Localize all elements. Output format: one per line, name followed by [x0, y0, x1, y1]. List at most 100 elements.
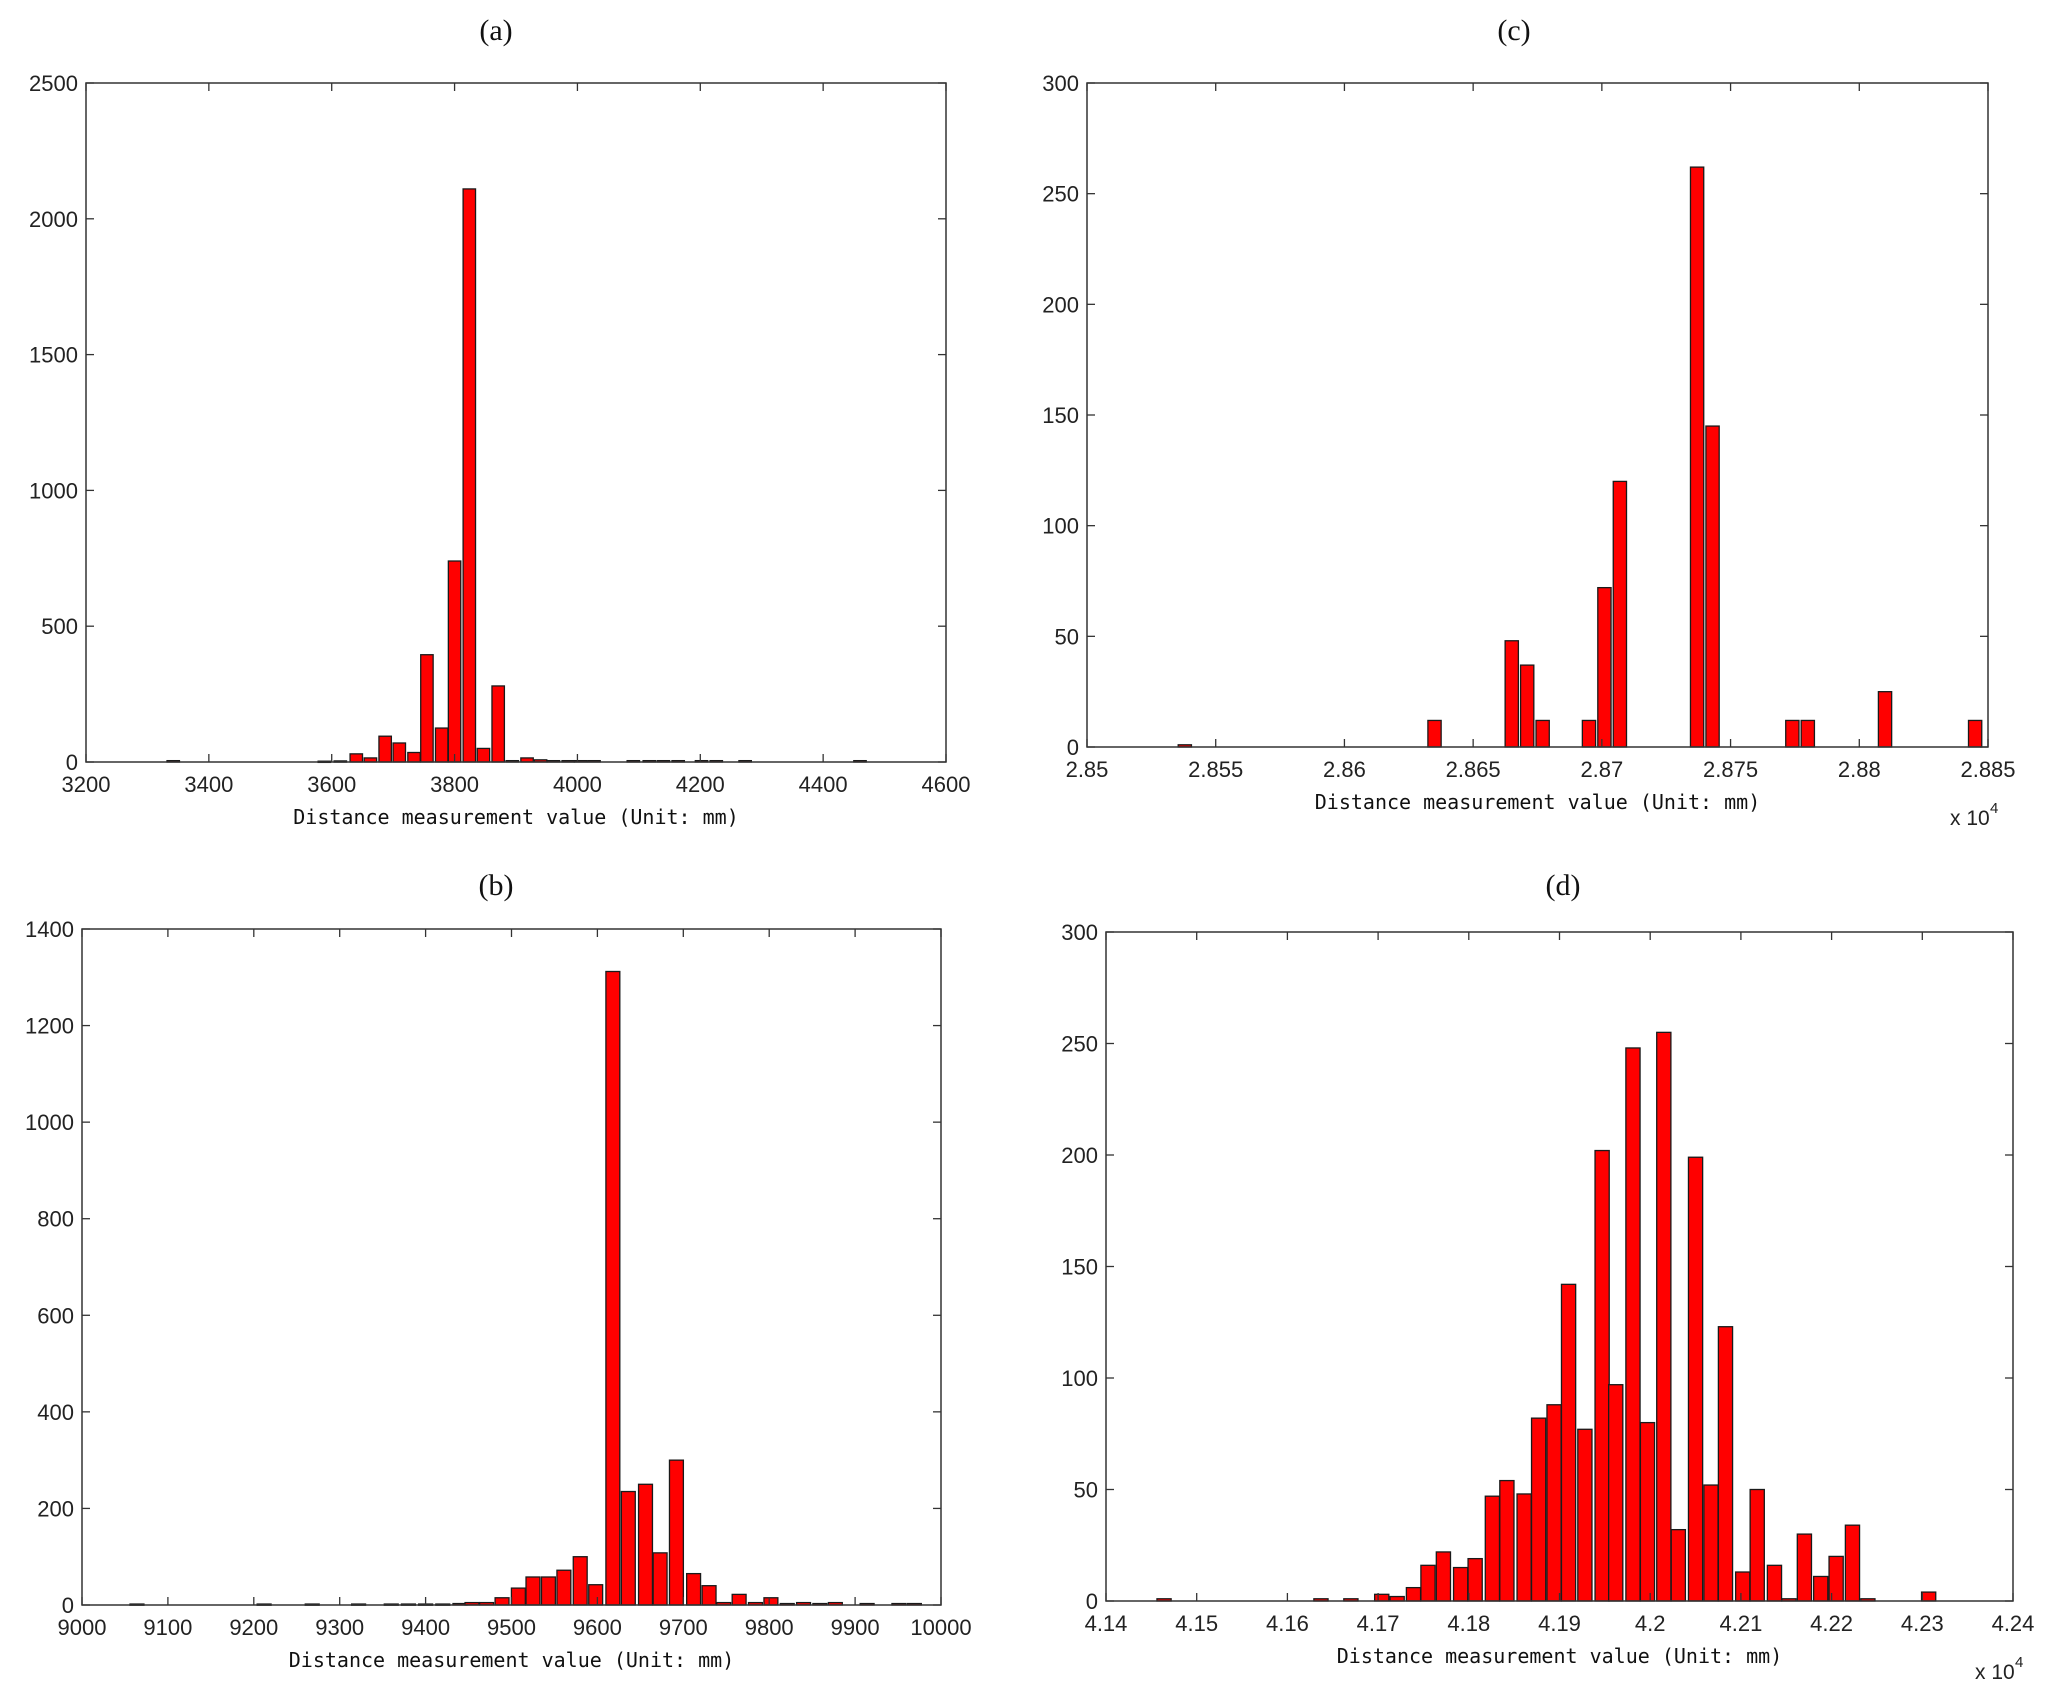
histogram-bar: [1546, 1404, 1562, 1602]
panel-title: (b): [479, 869, 514, 902]
histogram-bar: [731, 1593, 747, 1606]
y-tick-label: 50: [1074, 1478, 1098, 1503]
y-tick-label: 150: [1042, 403, 1079, 428]
histogram-bar: [378, 735, 393, 763]
histogram-bar: [1467, 1557, 1483, 1602]
y-tick-label: 1400: [25, 917, 74, 942]
histogram-bar: [605, 970, 621, 1606]
y-tick-label: 250: [1061, 1032, 1098, 1057]
x-tick-label: 9400: [401, 1615, 450, 1640]
chart-panel-b: (b) 9000 9100 9200 9300 9400 9500 9600 9700 9800 9…: [25, 869, 972, 1672]
x-tick-label: 2.865: [1446, 757, 1501, 782]
histogram-bar: [1967, 719, 1983, 748]
histogram-bar: [572, 1556, 588, 1606]
chart-panel-c: (c) 2.85 2.855 2.86 2.865 2.87 2.875 2.88 2.885 0…: [1042, 14, 2015, 830]
y-tick-label: 0: [1086, 1589, 1098, 1614]
histogram-bar: [1519, 664, 1535, 748]
histogram-bar: [1656, 1031, 1672, 1602]
y-tick-label: 800: [37, 1207, 74, 1232]
histogram-bar: [1639, 1421, 1656, 1602]
x-tick-label: 4.17: [1357, 1611, 1400, 1636]
histogram-bar: [637, 1483, 654, 1606]
histogram-bar: [1670, 1528, 1687, 1602]
histogram-bar: [476, 747, 491, 763]
histogram-bar: [491, 685, 506, 763]
histogram-bar: [620, 1490, 636, 1606]
y-tick-label: 1000: [29, 478, 78, 503]
histogram-bar: [652, 1552, 668, 1606]
y-tick-label: 1500: [29, 343, 78, 368]
histogram-bar: [1625, 1047, 1641, 1602]
y-tick-label: 0: [66, 750, 78, 775]
histogram-bar: [1405, 1586, 1422, 1602]
x-tick-label: 4000: [553, 772, 602, 797]
x-tick-label: 4.19: [1538, 1611, 1581, 1636]
y-tick-label: 200: [1042, 292, 1079, 317]
histogram-bar: [1560, 1283, 1577, 1602]
histogram-bar: [1920, 1591, 1937, 1602]
histogram-bar: [1717, 1326, 1734, 1602]
chart-panel-a: (a) 3200 3400 3600 3800 4000 4200 4400 4600 0 500 1…: [29, 14, 970, 829]
y-tick-label: 2500: [29, 71, 78, 96]
histogram-bar: [1597, 586, 1612, 748]
histogram-bar: [420, 654, 434, 763]
histogram-bar: [1530, 1417, 1547, 1602]
y-tick-label: 300: [1061, 920, 1098, 945]
x-tick-label: 2.86: [1323, 757, 1366, 782]
x-tick-label: 9300: [315, 1615, 364, 1640]
y-tick-label: 400: [37, 1400, 74, 1425]
y-tick-label: 150: [1061, 1255, 1098, 1280]
histogram-bar: [1581, 719, 1597, 748]
histogram-bar: [1687, 1156, 1704, 1602]
panel-title: (d): [1546, 869, 1581, 902]
axes-frame: [81, 928, 942, 1606]
y-tick-label: 250: [1042, 182, 1079, 207]
y-tick-label: 100: [1042, 514, 1079, 539]
histogram-bar: [510, 1587, 526, 1606]
histogram-bar: [447, 560, 462, 763]
histogram-bar: [701, 1585, 717, 1606]
histogram-bar: [1612, 480, 1628, 748]
y-tick-label: 50: [1055, 624, 1079, 649]
x-tick-label: 9800: [745, 1615, 794, 1640]
histogram-bar: [1535, 719, 1550, 748]
histogram-bar: [1594, 1149, 1610, 1602]
histogram-bar: [1373, 1593, 1390, 1602]
histogram-bar: [1577, 1428, 1593, 1602]
histogram-bar: [1484, 1495, 1501, 1602]
histogram-bar: [1766, 1564, 1783, 1602]
histogram-bar: [1452, 1566, 1469, 1602]
histogram-bar: [1689, 166, 1705, 748]
x-tick-label: 9100: [143, 1615, 192, 1640]
x-tick-label: 9200: [229, 1615, 278, 1640]
chart-panel-d: (d) 4.14 4.15 4.16 4.17 4.18 4.19 4.2 4.21 4.22 4.…: [1061, 869, 2034, 1684]
x-tick-label: 4.23: [1901, 1611, 1944, 1636]
histogram-bar: [1499, 1479, 1515, 1602]
histogram-bar: [1734, 1571, 1751, 1602]
panel-title: (a): [479, 14, 512, 47]
x-axis-label: Distance measurement value (Unit: mm): [289, 1648, 735, 1672]
x-tick-label: 4.18: [1447, 1611, 1490, 1636]
y-tick-label: 1000: [25, 1110, 74, 1135]
x-axis-label: Distance measurement value (Unit: mm): [1337, 1644, 1783, 1668]
y-tick-label: 300: [1042, 71, 1079, 96]
x-tick-label: 2.875: [1703, 757, 1758, 782]
histogram-bar: [462, 188, 477, 763]
y-tick-label: 200: [1061, 1143, 1098, 1168]
x-tick-label: 10000: [910, 1615, 971, 1640]
x-tick-label: 2.885: [1960, 757, 2015, 782]
y-tick-label: 0: [62, 1593, 74, 1618]
histogram-bar: [407, 751, 421, 763]
x-tick-label: 2.88: [1838, 757, 1881, 782]
x-tick-label: 9700: [659, 1615, 708, 1640]
histogram-bar: [1844, 1524, 1861, 1602]
y-tick-label: 0: [1067, 735, 1079, 760]
x-tick-label: 4.2: [1635, 1611, 1666, 1636]
histogram-bar: [556, 1569, 572, 1606]
x-axis-multiplier: x 10: [1950, 807, 1990, 830]
histogram-bar: [1427, 719, 1442, 748]
y-tick-label: 1200: [25, 1014, 74, 1039]
x-tick-label: 2.855: [1188, 757, 1243, 782]
x-tick-label: 4.15: [1175, 1611, 1218, 1636]
